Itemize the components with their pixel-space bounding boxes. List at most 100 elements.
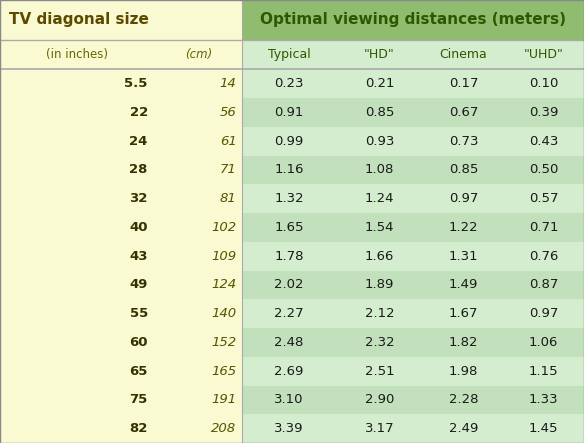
Text: 65: 65 — [130, 365, 148, 377]
Text: 56: 56 — [220, 106, 237, 119]
Bar — [242, 0, 584, 40]
Bar — [0, 184, 242, 213]
Bar — [242, 70, 584, 98]
Text: "HD": "HD" — [364, 48, 395, 61]
Text: 1.15: 1.15 — [529, 365, 558, 377]
Text: 32: 32 — [130, 192, 148, 205]
Text: 24: 24 — [130, 135, 148, 148]
Text: 22: 22 — [130, 106, 148, 119]
Text: 1.82: 1.82 — [449, 336, 478, 349]
Bar — [242, 385, 584, 414]
Text: 1.08: 1.08 — [365, 163, 394, 176]
Text: 0.23: 0.23 — [274, 77, 304, 90]
Text: 3.39: 3.39 — [274, 422, 304, 435]
Bar — [0, 385, 242, 414]
Bar — [242, 155, 584, 184]
Text: 0.39: 0.39 — [529, 106, 558, 119]
Text: 81: 81 — [220, 192, 237, 205]
Text: 0.97: 0.97 — [449, 192, 478, 205]
Bar — [242, 271, 584, 299]
Bar — [0, 357, 242, 385]
Text: Cinema: Cinema — [440, 48, 487, 61]
Bar — [0, 414, 242, 443]
Bar — [0, 299, 242, 328]
Bar — [0, 70, 242, 98]
Text: 1.54: 1.54 — [365, 221, 394, 234]
Text: 0.17: 0.17 — [449, 77, 478, 90]
Text: 55: 55 — [130, 307, 148, 320]
Text: 0.87: 0.87 — [529, 279, 558, 291]
Bar — [242, 184, 584, 213]
Bar — [242, 357, 584, 385]
Bar — [242, 40, 584, 70]
Text: 1.66: 1.66 — [365, 250, 394, 263]
Bar — [242, 242, 584, 271]
Text: 0.99: 0.99 — [274, 135, 304, 148]
Text: 0.73: 0.73 — [449, 135, 478, 148]
Text: 109: 109 — [211, 250, 237, 263]
Text: 1.06: 1.06 — [529, 336, 558, 349]
Bar — [242, 127, 584, 155]
Text: 40: 40 — [129, 221, 148, 234]
Text: 0.76: 0.76 — [529, 250, 558, 263]
Text: 0.10: 0.10 — [529, 77, 558, 90]
Text: 49: 49 — [130, 279, 148, 291]
Text: 2.27: 2.27 — [274, 307, 304, 320]
Text: 2.02: 2.02 — [274, 279, 304, 291]
Bar — [242, 213, 584, 242]
Text: (in inches): (in inches) — [46, 48, 109, 61]
Text: 82: 82 — [130, 422, 148, 435]
Text: 0.85: 0.85 — [449, 163, 478, 176]
Bar — [0, 127, 242, 155]
Text: 191: 191 — [211, 393, 237, 406]
Text: 1.24: 1.24 — [365, 192, 394, 205]
Text: 152: 152 — [211, 336, 237, 349]
Text: 124: 124 — [211, 279, 237, 291]
Bar — [0, 155, 242, 184]
Text: 43: 43 — [129, 250, 148, 263]
Text: 1.31: 1.31 — [449, 250, 478, 263]
Bar — [242, 328, 584, 357]
Text: 0.97: 0.97 — [529, 307, 558, 320]
Text: 2.48: 2.48 — [274, 336, 304, 349]
Text: 2.32: 2.32 — [365, 336, 394, 349]
Bar — [0, 40, 242, 70]
Text: 2.28: 2.28 — [449, 393, 478, 406]
Text: 71: 71 — [220, 163, 237, 176]
Text: 0.57: 0.57 — [529, 192, 558, 205]
Text: 2.90: 2.90 — [365, 393, 394, 406]
Text: 28: 28 — [130, 163, 148, 176]
Text: "UHD": "UHD" — [524, 48, 564, 61]
Text: 0.43: 0.43 — [529, 135, 558, 148]
Text: 140: 140 — [211, 307, 237, 320]
Text: 1.98: 1.98 — [449, 365, 478, 377]
Text: 1.22: 1.22 — [449, 221, 478, 234]
Text: 0.91: 0.91 — [274, 106, 304, 119]
Bar — [242, 414, 584, 443]
Text: 165: 165 — [211, 365, 237, 377]
Bar — [242, 98, 584, 127]
Text: (cm): (cm) — [185, 48, 212, 61]
Text: 1.45: 1.45 — [529, 422, 558, 435]
Text: 0.93: 0.93 — [365, 135, 394, 148]
Text: 208: 208 — [211, 422, 237, 435]
Text: 5.5: 5.5 — [124, 77, 148, 90]
Bar — [0, 213, 242, 242]
Text: 0.21: 0.21 — [365, 77, 394, 90]
Text: 2.49: 2.49 — [449, 422, 478, 435]
Text: 2.12: 2.12 — [365, 307, 394, 320]
Text: 3.10: 3.10 — [274, 393, 304, 406]
Text: 1.33: 1.33 — [529, 393, 558, 406]
Text: 1.49: 1.49 — [449, 279, 478, 291]
Text: 2.69: 2.69 — [274, 365, 304, 377]
Text: 102: 102 — [211, 221, 237, 234]
Text: 1.65: 1.65 — [274, 221, 304, 234]
Bar — [0, 271, 242, 299]
Text: 0.67: 0.67 — [449, 106, 478, 119]
Text: 0.85: 0.85 — [365, 106, 394, 119]
Text: 1.16: 1.16 — [274, 163, 304, 176]
Text: 75: 75 — [130, 393, 148, 406]
Text: Optimal viewing distances (meters): Optimal viewing distances (meters) — [260, 12, 566, 27]
Bar — [0, 328, 242, 357]
Bar — [242, 299, 584, 328]
